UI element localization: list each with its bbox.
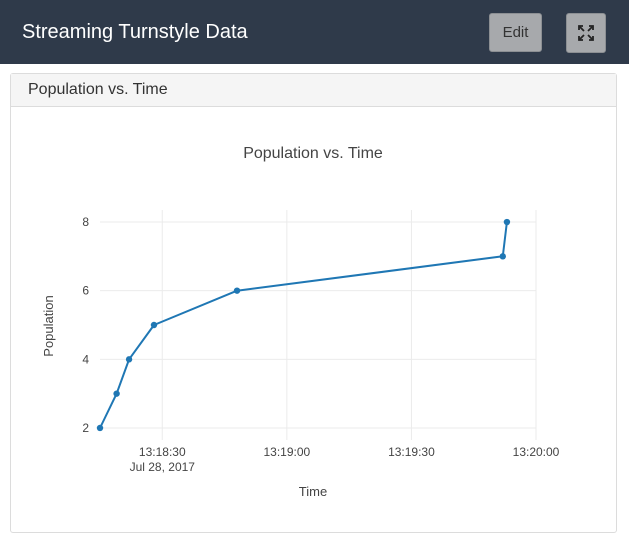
data-point — [150, 321, 158, 329]
x-tick-sublabel: Jul 28, 2017 — [130, 460, 196, 474]
x-tick-label: 13:19:00 — [263, 445, 310, 459]
y-tick-label: 6 — [82, 284, 89, 298]
panel-heading: Population vs. Time — [11, 74, 616, 107]
y-tick-label: 2 — [82, 421, 89, 435]
data-point — [503, 218, 511, 226]
fullscreen-icon — [578, 25, 594, 41]
edit-button[interactable]: Edit — [489, 13, 542, 52]
y-axis-title: Population — [41, 295, 56, 356]
data-point — [233, 287, 241, 294]
data-point — [96, 424, 104, 432]
app-header: Streaming Turnstyle Data Edit — [0, 0, 629, 64]
x-axis-title: Time — [299, 484, 327, 499]
chart-grid — [100, 210, 537, 440]
data-point — [113, 390, 120, 397]
app-title: Streaming Turnstyle Data — [22, 21, 248, 43]
data-point — [125, 356, 133, 363]
x-tick-label: 13:20:00 — [513, 445, 560, 459]
x-tick-label: 13:18:30 — [139, 445, 186, 459]
chart-title: Population vs. Time — [243, 145, 383, 162]
population-series-line — [99, 221, 508, 429]
fullscreen-button[interactable] — [566, 13, 606, 53]
panel-title: Population vs. Time — [28, 81, 168, 98]
y-tick-label: 4 — [82, 352, 89, 366]
x-tick-label: 13:19:30 — [388, 445, 435, 459]
data-point — [499, 253, 506, 260]
chart-series — [96, 218, 511, 432]
chart-panel: Population vs. Time — [10, 73, 617, 533]
y-tick-label: 8 — [82, 215, 89, 229]
